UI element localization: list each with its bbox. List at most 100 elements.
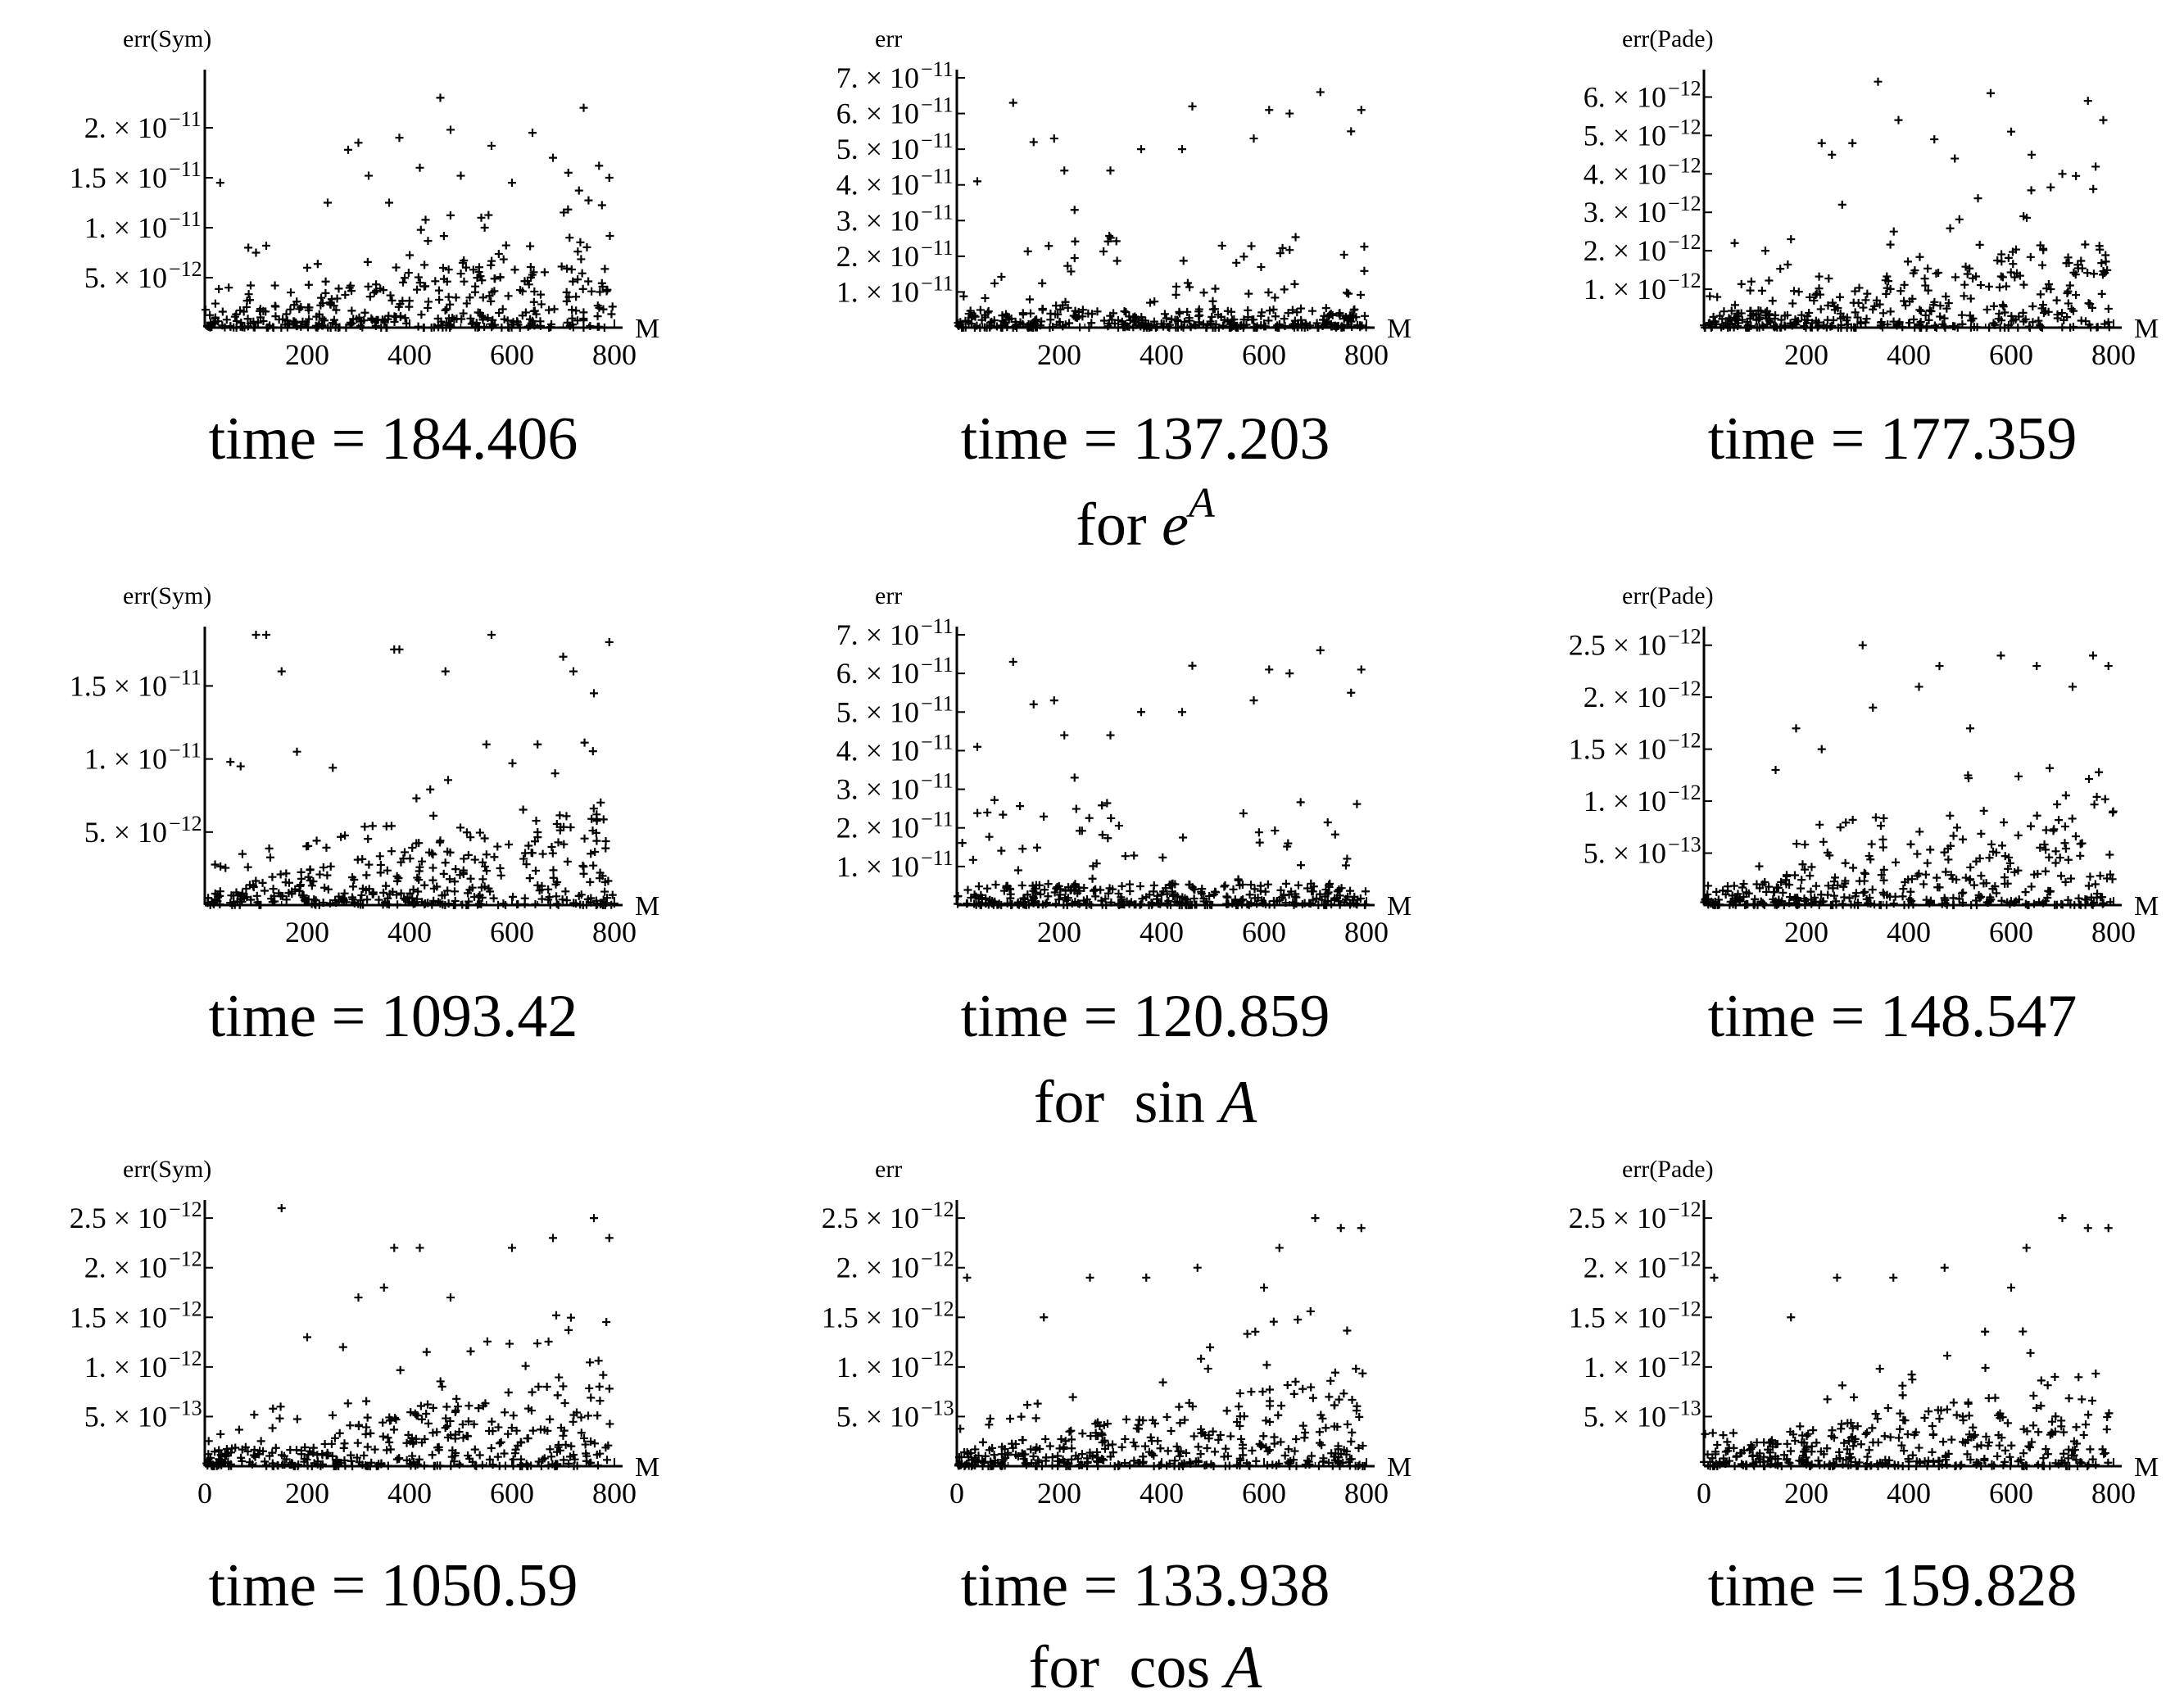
data-point [251,631,261,639]
data-point [1269,896,1278,905]
x-tick-label: 600 [1989,338,2033,371]
data-point [1185,283,1194,292]
data-point [313,260,322,269]
data-point [1321,1424,1330,1433]
data-point [509,1411,518,1420]
scatter-points [954,88,1371,332]
data-point [553,1391,562,1400]
data-point [1944,855,1953,864]
data-point [1989,301,1998,310]
data-point [587,287,596,296]
data-point [216,1429,225,1438]
data-point [1993,256,2002,265]
data-point [526,263,535,272]
data-point [2088,1396,2096,1405]
data-point [561,887,570,896]
data-point [1007,314,1016,323]
data-point [537,300,546,309]
data-point [2064,855,2073,864]
data-point [1178,145,1186,154]
data-point [587,894,596,903]
data-point [1283,842,1292,851]
data-point [478,293,487,302]
data-point [2066,874,2075,883]
data-point [1921,870,1930,879]
data-point [578,269,587,278]
data-point [1725,323,1734,332]
data-point [1783,260,1792,269]
data-point [1293,308,1302,317]
data-point [475,1451,484,1460]
data-point [374,895,383,904]
data-point [446,1293,455,1302]
data-point [521,1361,530,1370]
data-point [578,861,587,870]
data-point [379,1283,388,1292]
data-point [1238,1444,1247,1453]
data-point [1700,898,1709,907]
data-point [2081,240,2090,249]
data-point [1719,1431,1728,1440]
data-point [1806,887,1815,896]
data-point [1969,1423,1978,1432]
data-point [334,284,343,293]
data-point [1955,215,1964,224]
data-point [997,900,1006,909]
data-point [1214,1435,1223,1444]
data-point [1923,1461,1932,1470]
data-point [1271,293,1280,302]
data-point [427,323,436,332]
data-point [1208,305,1217,314]
data-point [513,318,522,327]
data-point [1966,323,1975,332]
data-point [1138,894,1147,903]
data-point [2028,301,2037,310]
time-label: time = 133.938 [961,1552,1330,1619]
data-point [581,1440,590,1449]
data-point [274,1461,283,1470]
scatter-points [1700,1214,2114,1470]
data-point [320,883,329,892]
data-point [1836,309,1845,318]
data-point [2104,304,2113,313]
data-point [546,900,555,909]
data-point [1156,1444,1165,1453]
data-point [478,276,487,285]
data-point [347,1451,356,1460]
data-point [2064,895,2073,904]
data-point [332,306,341,315]
data-point [1117,317,1126,326]
data-point [2089,269,2098,278]
data-point [1208,312,1217,321]
y-axis-label: err(Sym) [123,1156,211,1183]
data-point [1029,1452,1038,1460]
data-point [1862,894,1871,903]
data-point [464,900,473,909]
data-point [2091,1460,2100,1469]
data-point [968,855,977,864]
data-point [451,293,460,302]
data-point [2084,1410,2093,1419]
data-point [591,847,600,856]
data-point [1966,294,1975,303]
data-point [349,882,358,891]
data-point [1063,901,1072,909]
data-point [2003,1419,2012,1428]
data-point [1972,1458,1981,1467]
data-point [2091,880,2100,889]
data-point [1819,1450,1828,1459]
data-point [1798,1457,1807,1466]
data-point [406,889,415,898]
data-point [2068,322,2078,331]
data-point [1347,127,1356,136]
data-point [335,1429,344,1438]
data-point [343,1399,352,1408]
data-point [1037,1461,1046,1470]
data-point [1027,1459,1036,1468]
data-point [313,323,322,332]
data-point [1328,1461,1337,1470]
data-point [1760,1461,1769,1470]
data-point [2084,774,2093,783]
data-point [1861,869,1870,878]
